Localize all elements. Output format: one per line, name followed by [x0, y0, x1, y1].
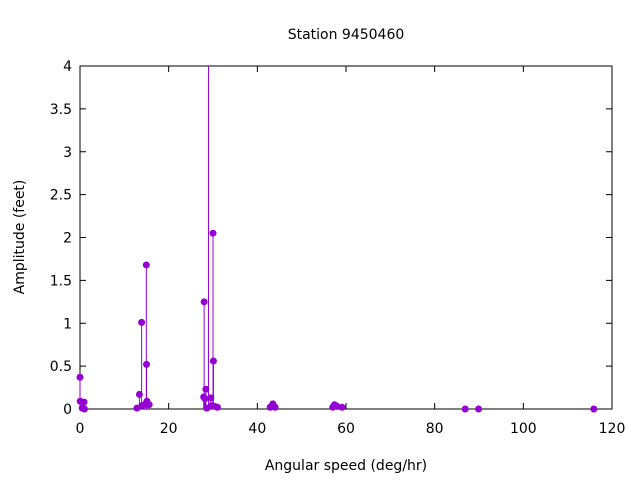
x-tick-label: 80 — [426, 421, 444, 437]
y-tick-label: 1.5 — [50, 273, 72, 289]
data-point — [209, 357, 217, 365]
x-tick-label: 40 — [248, 421, 266, 437]
data-point — [201, 395, 209, 403]
x-tick-label: 0 — [76, 421, 85, 437]
data-point — [213, 403, 221, 411]
y-tick-label: 3.5 — [50, 102, 72, 118]
plot-frame — [79, 65, 613, 410]
data-point — [590, 405, 598, 413]
data-point — [200, 298, 208, 306]
x-tick-label: 120 — [599, 421, 626, 437]
data-point — [143, 360, 150, 368]
y-tick-label: 4 — [63, 59, 72, 75]
x-tick-label: 100 — [510, 421, 537, 437]
data-point — [271, 403, 279, 411]
data-point — [138, 318, 146, 326]
y-tick-label: 2.5 — [50, 188, 72, 204]
data-point — [202, 385, 210, 393]
y-tick-label: 0 — [63, 402, 72, 418]
data-point — [461, 405, 469, 413]
y-tick-label: 1 — [63, 316, 72, 332]
data-point — [338, 403, 346, 411]
y-tick-label: 3 — [63, 145, 72, 161]
x-tick-label: 60 — [337, 421, 355, 437]
data-point — [475, 405, 483, 413]
data-point — [145, 401, 153, 409]
x-tick-label: 20 — [160, 421, 178, 437]
data-point — [76, 373, 84, 381]
y-tick-label: 2 — [63, 231, 72, 247]
chart-title: Station 9450460 — [288, 27, 405, 43]
y-tick-label: 0.5 — [50, 359, 72, 375]
data-point — [80, 405, 88, 413]
data-point — [209, 229, 217, 237]
x-axis-label: Angular speed (deg/hr) — [265, 458, 427, 474]
data-point — [80, 398, 88, 406]
data-point — [142, 261, 150, 269]
y-axis-label: Amplitude (feet) — [12, 180, 28, 295]
